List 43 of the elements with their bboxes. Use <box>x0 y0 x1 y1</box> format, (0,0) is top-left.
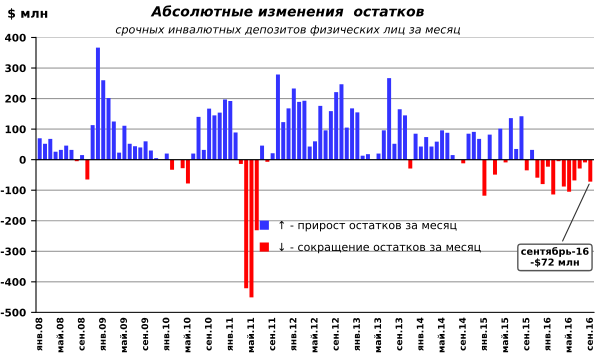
chart-subtitle: срочных инвалютных депозитов физических лиц за месяц <box>116 25 460 36</box>
x-tick-label: сен.14 <box>459 318 466 351</box>
x-tick-label: янв.12 <box>290 318 296 351</box>
annotation: сентябрь-16 -$72 млн <box>521 247 589 268</box>
x-tick-label: май.15 <box>501 318 508 352</box>
x-tick-label: май.10 <box>184 318 191 352</box>
x-tick-label: янв.08 <box>35 318 42 351</box>
y-tick-label: -300 <box>0 248 26 256</box>
chart-title: Абсолютные изменения остатков <box>150 5 424 17</box>
y-tick-label: -200 <box>0 216 26 225</box>
y-tick-label: 100 <box>6 125 26 134</box>
x-tick-label: май.09 <box>120 318 128 352</box>
legend-label: ↓ - сокращение остатков за месяц <box>279 242 481 254</box>
x-tick-label: янв.16 <box>544 318 551 351</box>
x-tick-label: янв.09 <box>99 318 106 351</box>
x-tick-label: май.12 <box>310 318 318 352</box>
legend-label: ↑ - прирост остатков за месяц <box>279 220 457 232</box>
x-tick-label: янв.15 <box>480 318 488 351</box>
x-tick-label: май.14 <box>438 318 445 352</box>
x-tick-label: май.08 <box>56 318 64 352</box>
y-tick-label: -100 <box>0 186 26 194</box>
y-tick-label: 300 <box>5 64 26 72</box>
x-tick-label: сен.13 <box>395 318 402 351</box>
x-tick-label: янв.13 <box>353 318 360 351</box>
y-tick-label: -500 <box>0 308 26 316</box>
x-tick-label: сен.11 <box>268 318 276 351</box>
x-tick-label: май.16 <box>564 318 572 352</box>
x-tick-label: сен.09 <box>141 318 148 351</box>
x-tick-label: сен.16 <box>586 318 593 351</box>
y-tick-label: -400 <box>0 278 26 286</box>
x-tick-label: май.13 <box>374 318 382 352</box>
x-tick-label: сен.10 <box>204 318 212 351</box>
x-tick-label: янв.10 <box>162 318 170 351</box>
x-tick-label: сен.15 <box>522 318 530 351</box>
x-tick-label: май.11 <box>247 318 254 352</box>
y-axis-title: $ млн <box>8 8 48 20</box>
x-tick-label: янв.14 <box>416 318 424 351</box>
y-tick-label: 0 <box>20 156 26 164</box>
y-tick-label: 400 <box>5 34 26 42</box>
x-tick-label: янв.11 <box>226 318 233 351</box>
x-tick-label: сен.08 <box>78 318 85 351</box>
x-tick-label: сен.12 <box>332 318 339 351</box>
y-tick-label: 200 <box>5 94 26 103</box>
